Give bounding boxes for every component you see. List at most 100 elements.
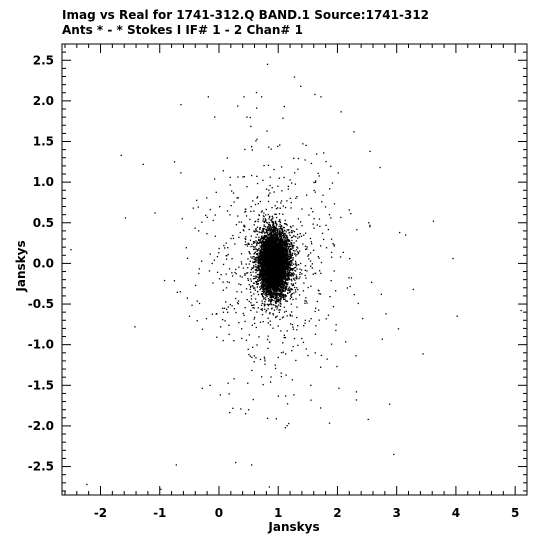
data-point bbox=[278, 293, 280, 295]
data-point bbox=[298, 250, 301, 252]
data-point bbox=[265, 289, 267, 291]
data-point bbox=[280, 233, 282, 236]
data-point bbox=[278, 292, 280, 295]
data-point bbox=[283, 247, 285, 249]
data-point bbox=[280, 291, 282, 293]
data-point bbox=[270, 304, 272, 306]
data-point bbox=[286, 275, 288, 277]
data-point bbox=[260, 276, 262, 278]
data-point bbox=[276, 238, 278, 240]
data-point bbox=[271, 264, 274, 266]
data-point bbox=[276, 234, 279, 236]
data-point bbox=[282, 297, 285, 299]
data-point bbox=[261, 246, 263, 248]
data-point bbox=[261, 290, 263, 293]
data-point bbox=[292, 250, 295, 252]
data-point bbox=[275, 285, 278, 287]
data-point bbox=[279, 280, 281, 282]
data-point bbox=[266, 243, 269, 245]
data-point bbox=[288, 278, 290, 280]
data-point bbox=[269, 233, 271, 236]
data-point bbox=[253, 282, 255, 284]
data-point bbox=[266, 235, 268, 237]
data-point bbox=[282, 286, 284, 288]
data-point bbox=[267, 257, 270, 259]
data-point bbox=[275, 213, 277, 215]
data-point bbox=[285, 240, 287, 242]
data-point bbox=[259, 274, 262, 276]
data-point bbox=[263, 224, 265, 226]
data-point bbox=[273, 292, 275, 294]
data-point bbox=[282, 293, 284, 295]
data-point bbox=[270, 308, 273, 310]
data-point bbox=[266, 229, 268, 231]
data-point bbox=[285, 258, 287, 260]
data-point bbox=[268, 216, 271, 218]
data-point bbox=[261, 285, 264, 287]
data-point bbox=[253, 246, 255, 248]
data-point bbox=[297, 252, 300, 255]
data-point bbox=[264, 232, 266, 234]
data-point bbox=[290, 248, 292, 250]
data-point bbox=[261, 308, 263, 310]
data-point bbox=[274, 240, 276, 243]
data-point bbox=[286, 242, 288, 244]
data-point bbox=[260, 238, 262, 240]
data-point bbox=[274, 228, 276, 230]
data-point bbox=[285, 233, 287, 235]
data-point bbox=[261, 244, 263, 247]
data-point bbox=[266, 250, 268, 252]
data-point bbox=[264, 279, 266, 282]
data-point bbox=[283, 250, 285, 252]
data-point bbox=[250, 271, 252, 274]
data-point bbox=[283, 252, 285, 254]
data-point bbox=[296, 264, 298, 266]
data-point bbox=[274, 287, 276, 289]
data-point bbox=[282, 278, 284, 280]
data-point bbox=[259, 262, 261, 264]
data-point bbox=[285, 250, 287, 253]
data-point bbox=[288, 277, 290, 279]
data-point bbox=[277, 273, 279, 275]
data-point bbox=[265, 311, 267, 313]
data-point bbox=[288, 257, 291, 259]
data-point bbox=[290, 263, 292, 266]
data-point bbox=[260, 259, 262, 261]
data-point bbox=[269, 289, 272, 291]
data-point bbox=[281, 265, 283, 268]
data-point bbox=[283, 285, 285, 287]
data-point bbox=[249, 260, 251, 262]
data-point bbox=[284, 271, 286, 273]
data-point bbox=[261, 309, 263, 311]
data-point bbox=[266, 290, 269, 293]
data-point bbox=[263, 250, 265, 252]
data-point bbox=[290, 273, 293, 275]
data-point bbox=[253, 266, 255, 268]
data-point bbox=[257, 280, 259, 282]
data-point bbox=[279, 236, 282, 238]
data-point bbox=[285, 249, 287, 252]
data-point bbox=[265, 299, 267, 301]
data-point bbox=[267, 231, 269, 234]
data-point bbox=[273, 283, 275, 285]
data-point bbox=[273, 288, 275, 290]
data-point bbox=[283, 261, 286, 263]
data-point bbox=[259, 270, 262, 272]
data-point bbox=[263, 283, 265, 285]
data-point bbox=[290, 236, 293, 239]
data-point bbox=[265, 272, 268, 274]
data-point bbox=[270, 302, 272, 305]
data-point bbox=[261, 247, 263, 250]
data-point bbox=[260, 252, 262, 254]
data-point bbox=[284, 229, 286, 231]
data-point bbox=[285, 295, 287, 297]
data-point bbox=[272, 289, 275, 291]
data-point bbox=[278, 288, 280, 290]
data-point bbox=[258, 231, 260, 233]
data-point bbox=[278, 311, 280, 313]
data-point bbox=[275, 288, 278, 291]
data-point bbox=[262, 239, 264, 242]
data-point bbox=[281, 296, 283, 298]
data-point bbox=[280, 297, 282, 299]
data-point bbox=[258, 273, 261, 275]
